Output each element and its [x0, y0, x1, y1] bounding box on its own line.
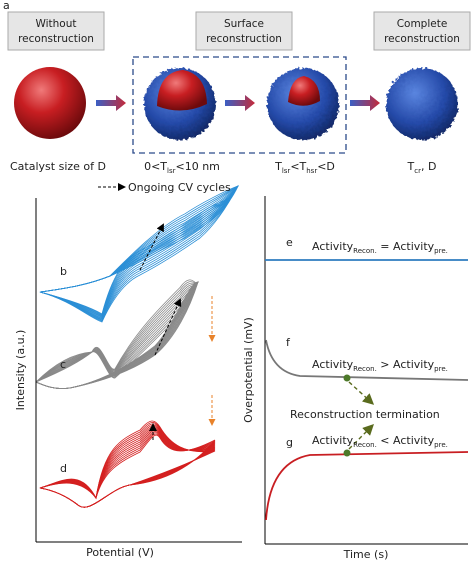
title-box — [373, 11, 471, 51]
title-box — [195, 11, 293, 51]
curve-label: f — [286, 336, 291, 349]
cv-plot: Ongoing CV cycles b c d Intensity (a.u.)… — [14, 181, 242, 559]
curve — [265, 339, 469, 381]
stage-title: Without — [35, 18, 76, 30]
curve-label: b — [60, 265, 67, 278]
core — [288, 76, 320, 106]
caption: 0<Tlsr<10 nm — [144, 160, 220, 175]
stage-title: reconstruction — [18, 33, 94, 45]
curve-label: g — [286, 436, 293, 449]
stage-title: reconstruction — [206, 33, 282, 45]
cv-curve — [39, 434, 216, 508]
link-arrow — [348, 381, 375, 405]
stage-title: reconstruction — [384, 33, 460, 45]
title-box — [7, 11, 105, 51]
stage-title: Complete — [397, 18, 448, 30]
curve-label: c — [60, 358, 66, 371]
stage-titles: Without reconstruction Surface reconstru… — [7, 11, 471, 51]
termination-point — [343, 449, 351, 457]
caption: Tcr, D — [407, 160, 437, 175]
core — [157, 70, 207, 111]
x-axis-label: Potential (V) — [86, 546, 154, 559]
annotation: ActivityRecon. > Activitypre. — [312, 358, 448, 373]
annotation: ActivityRecon. = Activitypre. — [312, 240, 448, 255]
y-axis-label: Overpotential (mV) — [242, 317, 255, 423]
curve-label: d — [60, 462, 67, 475]
annotation: ActivityRecon. < Activitypre. — [312, 434, 448, 449]
cycle-arrow — [154, 298, 182, 356]
caption: Catalyst size of D — [10, 160, 106, 173]
caption: Tlsr<Thsr<D — [274, 160, 335, 175]
termination-point — [343, 374, 351, 382]
annotation: Reconstruction termination — [290, 408, 440, 421]
dashed-box — [132, 56, 347, 154]
panel-label: a — [3, 0, 10, 12]
cv-curve — [39, 185, 239, 316]
y-axis-label: Intensity (a.u.) — [14, 330, 27, 411]
x-axis-label: Time (s) — [343, 548, 389, 561]
curve-label: e — [286, 236, 293, 249]
cv-curve — [35, 281, 199, 389]
legend: Ongoing CV cycles — [128, 181, 231, 194]
stage-title: Surface — [224, 18, 264, 30]
cycle-arrow — [139, 223, 164, 271]
sphere — [14, 67, 86, 139]
time-plot: e f g ActivityRecon. = Activitypre. Acti… — [242, 196, 469, 561]
link-arrow — [348, 424, 374, 450]
curve — [265, 451, 469, 521]
cv-curve — [39, 185, 239, 323]
sphere — [386, 68, 458, 140]
arrows — [96, 95, 380, 111]
